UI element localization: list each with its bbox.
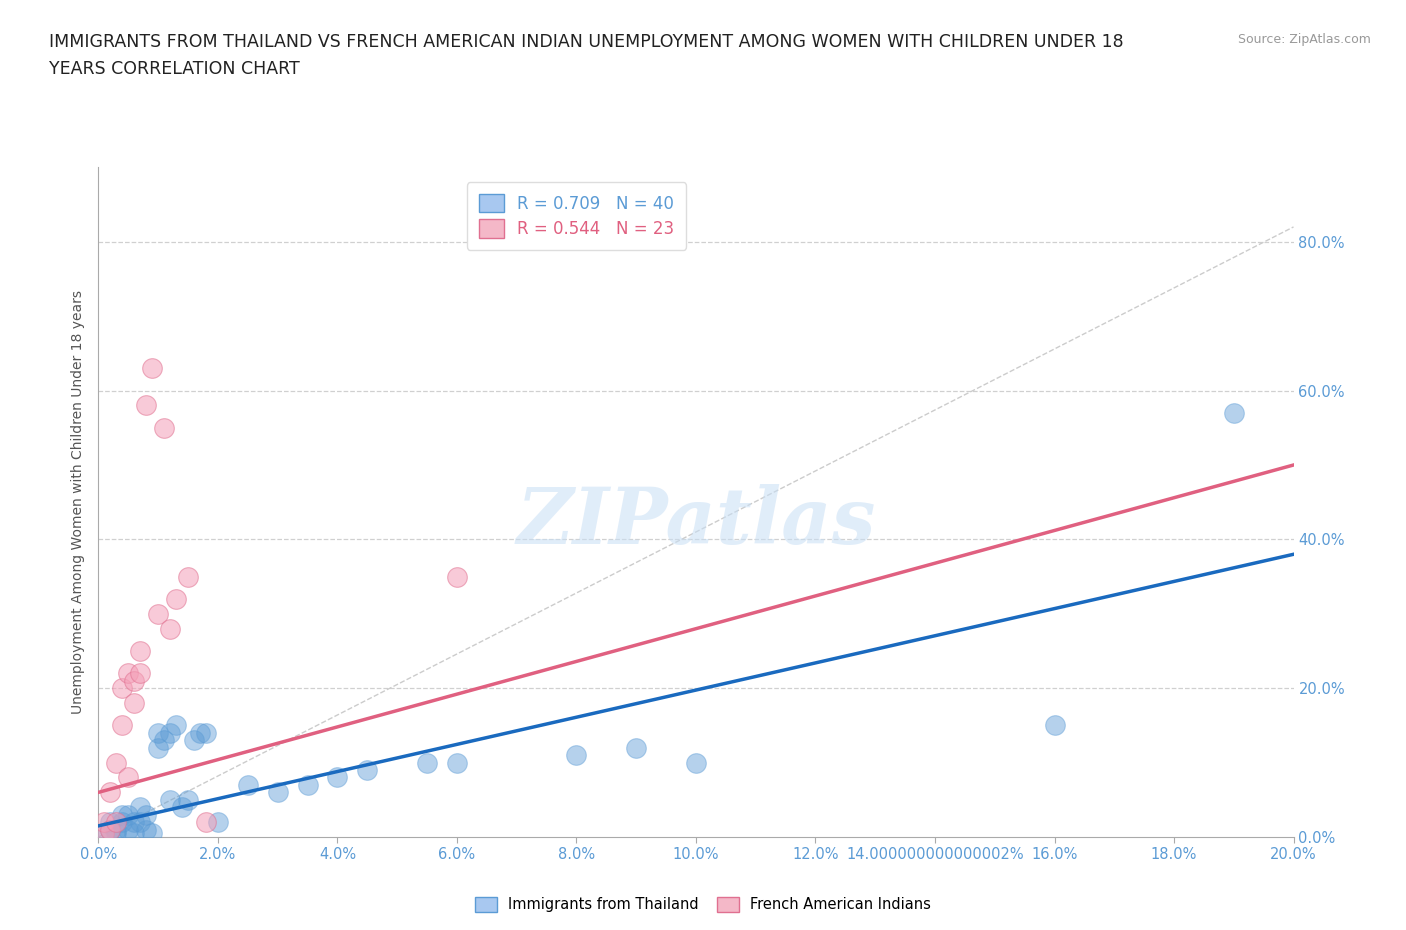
Point	[565, 748, 588, 763]
Point	[177, 569, 200, 584]
Point	[195, 725, 218, 740]
Point	[135, 807, 157, 822]
Point	[105, 826, 128, 841]
Point	[326, 770, 349, 785]
Point	[117, 770, 139, 785]
Point	[165, 718, 187, 733]
Point	[124, 815, 146, 830]
Point	[111, 681, 134, 696]
Point	[141, 826, 163, 841]
Point	[111, 815, 134, 830]
Point	[135, 398, 157, 413]
Point	[124, 696, 146, 711]
Point	[141, 361, 163, 376]
Point	[172, 800, 194, 815]
Point	[267, 785, 290, 800]
Point	[117, 666, 139, 681]
Point	[1043, 718, 1066, 733]
Point	[153, 733, 176, 748]
Point	[105, 815, 128, 830]
Point	[117, 807, 139, 822]
Point	[129, 800, 152, 815]
Point	[129, 644, 152, 658]
Point	[135, 822, 157, 837]
Point	[159, 725, 181, 740]
Point	[356, 763, 378, 777]
Point	[148, 740, 170, 755]
Point	[626, 740, 648, 755]
Point	[188, 725, 211, 740]
Point	[105, 822, 128, 837]
Point	[105, 755, 128, 770]
Point	[195, 815, 218, 830]
Point	[100, 822, 122, 837]
Point	[416, 755, 439, 770]
Point	[129, 815, 152, 830]
Point	[148, 606, 170, 621]
Point	[100, 785, 122, 800]
Point	[446, 569, 468, 584]
Point	[111, 807, 134, 822]
Text: Source: ZipAtlas.com: Source: ZipAtlas.com	[1237, 33, 1371, 46]
Y-axis label: Unemployment Among Women with Children Under 18 years: Unemployment Among Women with Children U…	[72, 290, 86, 714]
Point	[124, 673, 146, 688]
Point	[93, 826, 115, 841]
Point	[183, 733, 205, 748]
Point	[297, 777, 319, 792]
Point	[124, 826, 146, 841]
Point	[129, 666, 152, 681]
Text: ZIPatlas: ZIPatlas	[516, 484, 876, 561]
Point	[153, 420, 176, 435]
Point	[100, 815, 122, 830]
Point	[100, 822, 122, 837]
Point	[446, 755, 468, 770]
Point	[159, 621, 181, 636]
Point	[93, 826, 115, 841]
Point	[236, 777, 259, 792]
Point	[117, 822, 139, 837]
Legend: R = 0.709   N = 40, R = 0.544   N = 23: R = 0.709 N = 40, R = 0.544 N = 23	[467, 182, 686, 250]
Point	[93, 815, 115, 830]
Point	[159, 792, 181, 807]
Point	[207, 815, 229, 830]
Point	[685, 755, 707, 770]
Text: YEARS CORRELATION CHART: YEARS CORRELATION CHART	[49, 60, 299, 78]
Text: IMMIGRANTS FROM THAILAND VS FRENCH AMERICAN INDIAN UNEMPLOYMENT AMONG WOMEN WITH: IMMIGRANTS FROM THAILAND VS FRENCH AMERI…	[49, 33, 1123, 50]
Point	[148, 725, 170, 740]
Point	[1223, 405, 1246, 420]
Point	[165, 591, 187, 606]
Point	[177, 792, 200, 807]
Legend: Immigrants from Thailand, French American Indians: Immigrants from Thailand, French America…	[470, 891, 936, 918]
Point	[111, 718, 134, 733]
